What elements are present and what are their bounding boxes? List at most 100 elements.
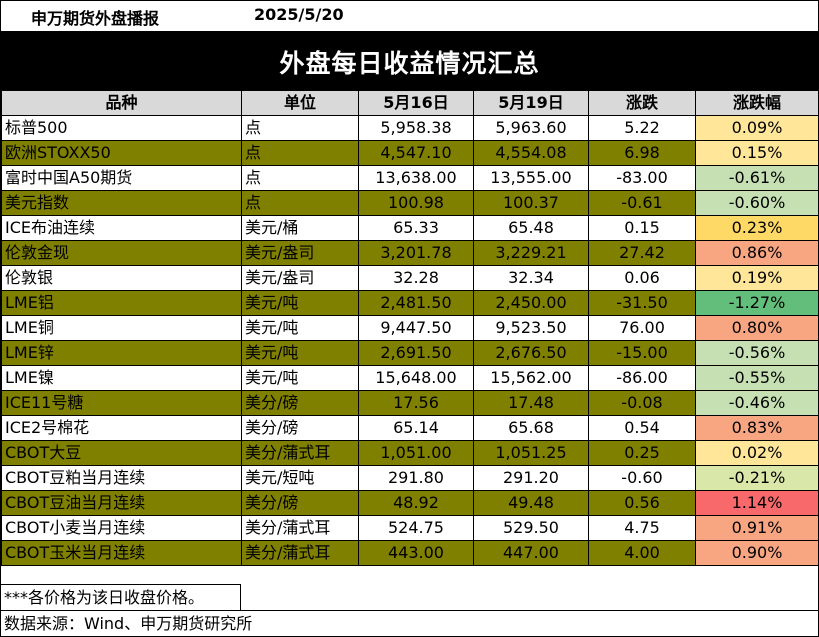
row-unit: 美元/盎司 — [241, 265, 359, 291]
row-prev-close: 2,691.50 — [358, 340, 474, 366]
row-name: ICE布油连续 — [1, 215, 242, 241]
table-row: LME铜 美元/吨 9,447.50 9,523.50 76.00 0.80% — [1, 315, 819, 341]
row-change: 5.22 — [588, 115, 696, 141]
row-unit: 美元/吨 — [241, 290, 359, 316]
row-change-pct: -0.21% — [695, 465, 819, 491]
row-change-pct: -1.27% — [695, 290, 819, 316]
row-name: ICE11号糖 — [1, 390, 242, 416]
row-curr-close: 3,229.21 — [473, 240, 589, 266]
row-prev-close: 32.28 — [358, 265, 474, 291]
table-row: 富时中国A50期货点 13,638.00 13,555.00 -83.00 -0.61% — [1, 165, 819, 191]
table-row: 伦敦银 美元/盎司 32.28 32.34 0.06 0.19% — [1, 265, 819, 291]
table-row: ICE2号棉花 美分/磅 65.14 65.68 0.54 0.83% — [1, 415, 819, 441]
row-unit: 点 — [241, 165, 359, 191]
row-curr-close: 49.48 — [473, 490, 589, 516]
row-name: 伦敦银 — [1, 265, 242, 291]
column-header-change: 涨跌 — [588, 90, 696, 116]
row-change-pct: 0.23% — [695, 215, 819, 241]
row-change: -0.60 — [588, 465, 696, 491]
row-change: 0.25 — [588, 440, 696, 466]
row-curr-close: 32.34 — [473, 265, 589, 291]
row-change: 76.00 — [588, 315, 696, 341]
row-curr-close: 9,523.50 — [473, 315, 589, 341]
row-curr-close: 100.37 — [473, 190, 589, 216]
row-unit: 美元/短吨 — [241, 465, 359, 491]
row-name: 标普500 — [1, 115, 242, 141]
row-curr-close: 529.50 — [473, 515, 589, 541]
table-row: CBOT玉米当月连续 美分/蒲式耳 443.00 447.00 4.00 0.90% — [1, 540, 819, 566]
row-unit: 美元/吨 — [241, 365, 359, 391]
row-prev-close: 100.98 — [358, 190, 474, 216]
row-unit: 美元/吨 — [241, 340, 359, 366]
row-unit: 美元/盎司 — [241, 240, 359, 266]
row-name: CBOT大豆 — [1, 440, 242, 466]
row-change-pct: -0.56% — [695, 340, 819, 366]
table-row: ICE布油连续 美元/桶 65.33 65.48 0.15 0.23% — [1, 215, 819, 241]
row-name: ICE2号棉花 — [1, 415, 242, 441]
row-prev-close: 5,958.38 — [358, 115, 474, 141]
row-unit: 美分/蒲式耳 — [241, 540, 359, 566]
row-change: 0.15 — [588, 215, 696, 241]
row-prev-close: 443.00 — [358, 540, 474, 566]
row-name: 美元指数 — [1, 190, 242, 216]
row-prev-close: 65.14 — [358, 415, 474, 441]
row-prev-close: 65.33 — [358, 215, 474, 241]
row-change: 4.00 — [588, 540, 696, 566]
row-change: 0.56 — [588, 490, 696, 516]
row-unit: 美元/吨 — [241, 315, 359, 341]
market-table: 品种 单位 5月16日 5月19日 涨跌 涨跌幅 标普500 点 5,958.38 5… — [1, 90, 819, 566]
row-name: CBOT豆油当月连续 — [1, 490, 242, 516]
row-change-pct: 0.86% — [695, 240, 819, 266]
row-change: 4.75 — [588, 515, 696, 541]
report-date: 2025/5/20 — [254, 5, 344, 24]
row-unit: 点 — [241, 140, 359, 166]
row-curr-close: 15,562.00 — [473, 365, 589, 391]
row-name: CBOT豆粕当月连续 — [1, 465, 242, 491]
row-curr-close: 13,555.00 — [473, 165, 589, 191]
column-header-prev-date: 5月16日 — [358, 90, 474, 116]
row-curr-close: 2,450.00 — [473, 290, 589, 316]
row-curr-close: 2,676.50 — [473, 340, 589, 366]
table-row: CBOT大豆 美分/蒲式耳 1,051.00 1,051.25 0.25 0.02% — [1, 440, 819, 466]
row-change: -0.08 — [588, 390, 696, 416]
page-title: 外盘每日收益情况汇总 — [279, 49, 540, 78]
data-source: 数据来源：Wind、申万期货研究所 — [1, 610, 818, 636]
row-prev-close: 13,638.00 — [358, 165, 474, 191]
column-header-name: 品种 — [1, 90, 242, 116]
row-curr-close: 291.20 — [473, 465, 589, 491]
row-change: 0.54 — [588, 415, 696, 441]
table-row: 标普500 点 5,958.38 5,963.60 5.22 0.09% — [1, 115, 819, 141]
row-name: CBOT玉米当月连续 — [1, 540, 242, 566]
row-change-pct: 0.91% — [695, 515, 819, 541]
table-row: LME铝 美元/吨 2,481.50 2,450.00 -31.50 -1.27% — [1, 290, 819, 316]
row-change: -0.61 — [588, 190, 696, 216]
table-row: CBOT小麦当月连续 美分/蒲式耳 524.75 529.50 4.75 0.91% — [1, 515, 819, 541]
row-prev-close: 4,547.10 — [358, 140, 474, 166]
row-name: 富时中国A50期货 — [1, 165, 242, 191]
table-row: 欧洲STOXX50 点 4,547.10 4,554.08 6.98 0.15% — [1, 140, 819, 166]
table-row: LME锌 美元/吨 2,691.50 2,676.50 -15.00 -0.56% — [1, 340, 819, 366]
row-curr-close: 447.00 — [473, 540, 589, 566]
row-change-pct: -0.55% — [695, 365, 819, 391]
table-row: 伦敦金现 美元/盎司 3,201.78 3,229.21 27.42 0.86% — [1, 240, 819, 266]
row-name: LME镍 — [1, 365, 242, 391]
row-change: -86.00 — [588, 365, 696, 391]
row-prev-close: 2,481.50 — [358, 290, 474, 316]
column-header-unit: 单位 — [241, 90, 359, 116]
row-change: -15.00 — [588, 340, 696, 366]
row-change-pct: -0.60% — [695, 190, 819, 216]
row-name: LME铜 — [1, 315, 242, 341]
row-change: 0.06 — [588, 265, 696, 291]
row-name: CBOT小麦当月连续 — [1, 515, 242, 541]
column-header-curr-date: 5月19日 — [473, 90, 589, 116]
price-note: ***各价格为该日收盘价格。 — [1, 584, 241, 610]
row-prev-close: 15,648.00 — [358, 365, 474, 391]
row-name: 欧洲STOXX50 — [1, 140, 242, 166]
row-change: -31.50 — [588, 290, 696, 316]
row-name: LME铝 — [1, 290, 242, 316]
row-prev-close: 48.92 — [358, 490, 474, 516]
row-unit: 美分/磅 — [241, 490, 359, 516]
row-prev-close: 3,201.78 — [358, 240, 474, 266]
row-unit: 美分/磅 — [241, 415, 359, 441]
